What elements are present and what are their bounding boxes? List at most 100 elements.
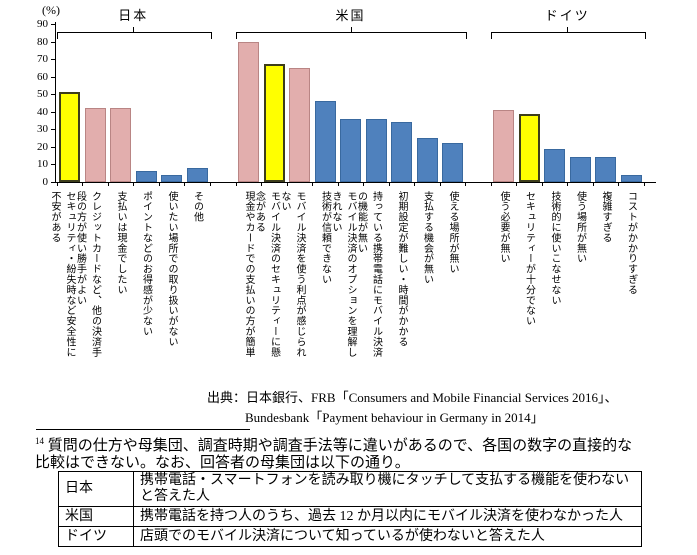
bar-chart: (%) 0 10 20 30 40 50 60 70 80 90 日本 セキュリティ・紛失時など安全性… <box>37 3 656 358</box>
y-axis-tick-label: 80 <box>37 35 48 48</box>
bar-blue <box>314 101 336 182</box>
bar-pink <box>289 67 310 182</box>
x-axis-tick <box>388 183 390 186</box>
x-axis-tick <box>286 183 288 186</box>
group-bracket <box>236 32 467 39</box>
category-label: 支払する機会が無い <box>421 191 433 285</box>
x-axis-tick <box>516 183 518 186</box>
bar-blue <box>365 118 387 182</box>
bar-blue <box>391 122 412 182</box>
y-axis-tick <box>51 24 55 25</box>
y-axis-tick-label: 60 <box>37 70 48 83</box>
bar-blue <box>442 143 463 182</box>
description-cell: 店頭でのモバイル決済について知っているが使わないと答えた人 <box>133 526 642 547</box>
y-axis-tick <box>51 111 55 113</box>
category-label: セキュリティーが十分でない <box>523 191 535 327</box>
bar-pink <box>238 41 259 182</box>
footnote-text: 質問の仕方や母集団、調査時期や調査手法等に違いがあるので、各国の数字の直接的な … <box>35 438 633 471</box>
bar-blue <box>620 174 642 182</box>
category-label: モバイル決済のオプションを理解し きれない <box>330 191 356 358</box>
category-label: その他 <box>191 191 203 223</box>
x-axis <box>55 182 656 183</box>
table-row-germany: ドイツ 店頭でのモバイル決済について知っているが使わないと答えた人 <box>58 526 642 547</box>
group-bracket <box>491 32 646 39</box>
bar-yellow <box>263 64 285 182</box>
group-bracket <box>57 32 212 39</box>
bar-blue <box>186 167 208 182</box>
x-axis-tick <box>133 183 135 186</box>
bar-blue <box>161 174 182 182</box>
y-axis <box>55 22 56 183</box>
group-bracket-center-tick <box>133 27 135 32</box>
bar-blue <box>340 118 361 182</box>
x-axis-tick <box>158 183 160 186</box>
x-axis-tick <box>541 183 543 186</box>
bar-blue <box>135 171 157 182</box>
y-axis-tick-label: 0 <box>42 176 49 188</box>
y-axis-tick-label: 20 <box>37 140 48 153</box>
population-table: 日本 携帯電話・スマートフォンを読み取り機にタッチして支払する機能を使わないと答… <box>58 471 642 547</box>
x-axis-tick <box>312 183 314 186</box>
table-row-usa: 米国 携帯電話を持つ人のうち、過去 12 か月以内にモバイル決済を使わなかった人 <box>58 506 642 527</box>
y-axis-tick <box>51 41 55 43</box>
bar-blue <box>595 157 616 182</box>
footnote: 14 質問の仕方や母集団、調査時期や調査手法等に違いがあるので、各国の数字の直接… <box>35 433 685 472</box>
x-axis-tick <box>567 183 569 186</box>
y-axis-tick <box>51 146 55 148</box>
bar-blue <box>544 148 565 182</box>
y-axis-tick-label: 40 <box>37 105 48 118</box>
category-label: ポイントなどのお得感が少ない <box>140 191 152 337</box>
y-axis-tick <box>51 59 55 61</box>
category-label: クレジットカードなど、他の決済手 段の方が使い勝手がよい <box>74 191 101 358</box>
category-label: モバイル決済を使う利点が感じられ ない <box>279 191 305 358</box>
category-label: セキュリティ・紛失時など安全性に 不安がある <box>49 191 75 358</box>
group-bracket-center-tick <box>350 27 352 32</box>
y-axis-tick <box>51 76 55 78</box>
footnote-divider <box>36 429 250 430</box>
x-axis-tick <box>490 183 492 186</box>
group-title: 日本 <box>118 8 149 23</box>
x-axis-tick <box>414 183 416 186</box>
description-cell: 携帯電話を持つ人のうち、過去 12 か月以内にモバイル決済を使わなかった人 <box>133 506 642 527</box>
category-label: 使える場所が無い <box>447 191 458 275</box>
x-axis-tick <box>337 183 339 186</box>
category-label: 技術が信頼できない <box>319 191 331 285</box>
footnote-marker: 14 <box>35 436 44 446</box>
x-axis-tick <box>209 183 211 186</box>
bar-pink <box>110 108 131 182</box>
bar-pink <box>84 108 106 182</box>
country-cell: 日本 <box>58 471 134 507</box>
y-axis-tick <box>51 94 55 96</box>
category-label: 現金やカードでの支払いの方が簡単 <box>243 191 254 358</box>
x-axis-tick <box>465 183 467 186</box>
bar-yellow <box>518 113 540 182</box>
category-label: 使う必要が無い <box>498 191 509 264</box>
y-axis-tick-label: 10 <box>37 158 48 171</box>
y-axis-tick <box>51 129 55 131</box>
x-axis-tick <box>261 183 263 186</box>
description-cell: 携帯電話・スマートフォンを読み取り機にタッチして支払する機能を使わないと答えた人 <box>133 471 642 507</box>
x-axis-tick <box>107 183 109 186</box>
category-label: 持っている携帯電話にモバイル決済 の機能が無い <box>355 191 382 358</box>
x-axis-tick <box>643 183 645 186</box>
source-citation-line-2: Bundesbank「Payment behaviour in Germany … <box>245 410 544 425</box>
bar-pink <box>493 110 514 182</box>
bar-blue <box>569 157 591 182</box>
x-axis-tick <box>439 183 441 186</box>
group-title: 米国 <box>335 8 366 23</box>
category-label: 使いたい場所での取り扱いがない <box>166 191 177 347</box>
category-label: 初期設定が難しい・時間がかかる <box>396 191 407 347</box>
category-label: 複雑すぎる <box>600 191 611 243</box>
x-axis-tick <box>363 183 365 186</box>
y-axis-tick-label: 50 <box>37 88 48 101</box>
table-row-japan: 日本 携帯電話・スマートフォンを読み取り機にタッチして支払する機能を使わないと答… <box>58 471 642 507</box>
y-axis-tick-label: 90 <box>37 18 48 30</box>
source-citation-line-1: 出典：日本銀行、FRB「Consumers and Mobile Financi… <box>207 390 618 405</box>
group-title: ドイツ <box>544 8 590 23</box>
x-axis-tick <box>82 183 84 186</box>
category-label: モバイル決済のセキュリティーに懸 念がある <box>253 191 280 358</box>
x-axis-tick <box>618 183 620 186</box>
y-axis-tick <box>51 164 55 166</box>
category-label: 使う場所が無い <box>574 191 586 264</box>
